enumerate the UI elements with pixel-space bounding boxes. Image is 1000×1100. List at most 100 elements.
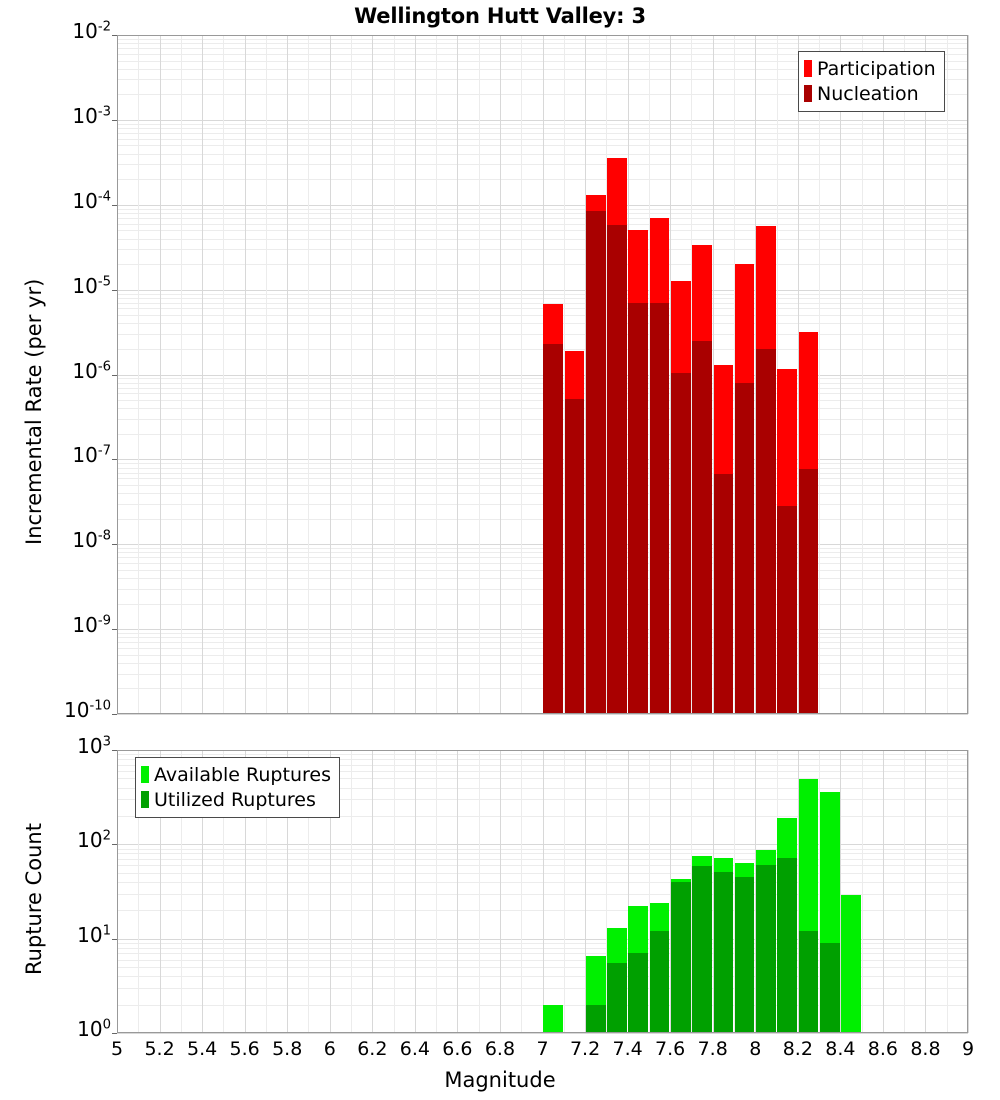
gridline-vertical (712, 35, 714, 714)
gridline-vertical (776, 35, 778, 714)
utilized-ruptures-bar (607, 963, 627, 1033)
y-tick-label: 10-2 (72, 19, 111, 43)
legend-label: Nucleation (817, 82, 919, 105)
utilized-ruptures-bar (819, 942, 840, 1033)
x-tick-label: 5.8 (272, 1038, 303, 1060)
gridline-horizontal (117, 1033, 968, 1034)
gridline-vertical (478, 35, 480, 714)
gridline-vertical (372, 750, 374, 1033)
y-tick-label: 100 (77, 1017, 111, 1041)
x-tick-label: 6.4 (399, 1038, 430, 1060)
gridline-vertical (138, 35, 140, 714)
gridline-vertical (606, 750, 608, 1033)
gridline-vertical (670, 750, 672, 1033)
x-tick-label: 5 (110, 1038, 124, 1060)
x-tick-label: 6 (323, 1038, 336, 1060)
gridline-vertical (223, 750, 225, 1033)
gridline-vertical (840, 35, 842, 714)
gridline-vertical (606, 35, 608, 714)
legend-item-utilized-ruptures: Utilized Ruptures (141, 787, 331, 812)
gridline-vertical (436, 35, 438, 714)
gridline-vertical (436, 750, 438, 1033)
gridline-vertical (308, 750, 310, 1033)
gridline-vertical (414, 35, 416, 714)
utilized-ruptures-bar (734, 877, 755, 1033)
gridline-vertical (457, 750, 459, 1033)
gridline-vertical (223, 35, 225, 714)
gridline-vertical (585, 750, 587, 1033)
gridline-vertical (925, 750, 927, 1033)
x-tick-label: 8.6 (867, 1038, 898, 1060)
gridline-vertical (202, 750, 204, 1033)
gridline-vertical (393, 750, 395, 1033)
y-tick-mark (112, 714, 117, 715)
gridline-vertical (542, 35, 544, 714)
gridline-vertical (351, 750, 353, 1033)
x-tick-label: 5.6 (229, 1038, 260, 1060)
nucleation-swatch (804, 85, 812, 102)
gridline-vertical (585, 35, 587, 714)
gridline-vertical (670, 35, 672, 714)
gridline-vertical (287, 35, 289, 714)
x-tick-label: 8.4 (825, 1038, 856, 1060)
utilized-ruptures-bar (649, 931, 670, 1033)
gridline-vertical (287, 750, 289, 1033)
gridline-vertical (351, 35, 353, 714)
gridline-vertical (627, 750, 629, 1033)
legend-label: Available Ruptures (154, 763, 331, 786)
utilized-ruptures-bar (713, 871, 734, 1033)
nucleation-bar (692, 340, 712, 714)
gridline-vertical (159, 35, 161, 714)
gridline-vertical (946, 750, 948, 1033)
gridline-vertical (968, 35, 969, 714)
utilized-ruptures-bar (777, 858, 797, 1033)
gridline-vertical (755, 750, 757, 1033)
nucleation-bar (798, 468, 819, 714)
legend-label: Participation (817, 57, 936, 80)
gridline-vertical (861, 35, 863, 714)
utilized-ruptures-bar (585, 1004, 606, 1033)
x-tick-label: 7.6 (655, 1038, 686, 1060)
gridline-vertical (542, 750, 544, 1033)
legend-item-participation: Participation (804, 56, 936, 81)
gridline-vertical (180, 35, 182, 714)
nucleation-bar (756, 348, 776, 714)
gridline-vertical (712, 750, 714, 1033)
gridline-vertical (819, 750, 821, 1033)
nucleation-bar (734, 382, 755, 714)
gridline-vertical (691, 35, 693, 714)
legend-label: Utilized Ruptures (154, 788, 316, 811)
gridline-vertical (308, 35, 310, 714)
gridline-vertical (691, 750, 693, 1033)
nucleation-bar (649, 302, 670, 714)
y-tick-label: 10-9 (72, 613, 111, 638)
y-tick-mark (112, 119, 117, 121)
x-tick-label: 6.2 (357, 1038, 388, 1060)
y-tick-mark (112, 629, 117, 631)
gridline-vertical (117, 35, 118, 714)
legend-item-nucleation: Nucleation (804, 81, 936, 106)
rupture-count-plot (117, 750, 969, 1034)
legend-item-available-ruptures: Available Ruptures (141, 762, 331, 787)
gridline-vertical (882, 35, 884, 714)
y-tick-mark (112, 35, 117, 36)
x-tick-label: 7 (536, 1038, 549, 1060)
y-tick-label: 10-4 (72, 188, 111, 213)
y-tick-label: 10-7 (72, 443, 111, 468)
gridline-horizontal (117, 714, 968, 715)
gridline-vertical (117, 750, 118, 1033)
nucleation-bar (713, 474, 734, 714)
nucleation-bar (564, 398, 585, 714)
gridline-vertical (329, 35, 331, 714)
gridline-vertical (733, 750, 735, 1033)
gridline-vertical (733, 35, 735, 714)
gridline-vertical (968, 750, 969, 1033)
gridline-vertical (457, 35, 459, 714)
lower-legend: Available Ruptures Utilized Ruptures (135, 757, 340, 818)
x-tick-label: 7.2 (569, 1038, 601, 1060)
x-tick-label: 5.4 (186, 1038, 218, 1060)
gridline-vertical (904, 750, 906, 1033)
nucleation-bar (585, 210, 606, 714)
utilized-ruptures-bar (692, 865, 712, 1033)
gridline-vertical (244, 750, 246, 1033)
